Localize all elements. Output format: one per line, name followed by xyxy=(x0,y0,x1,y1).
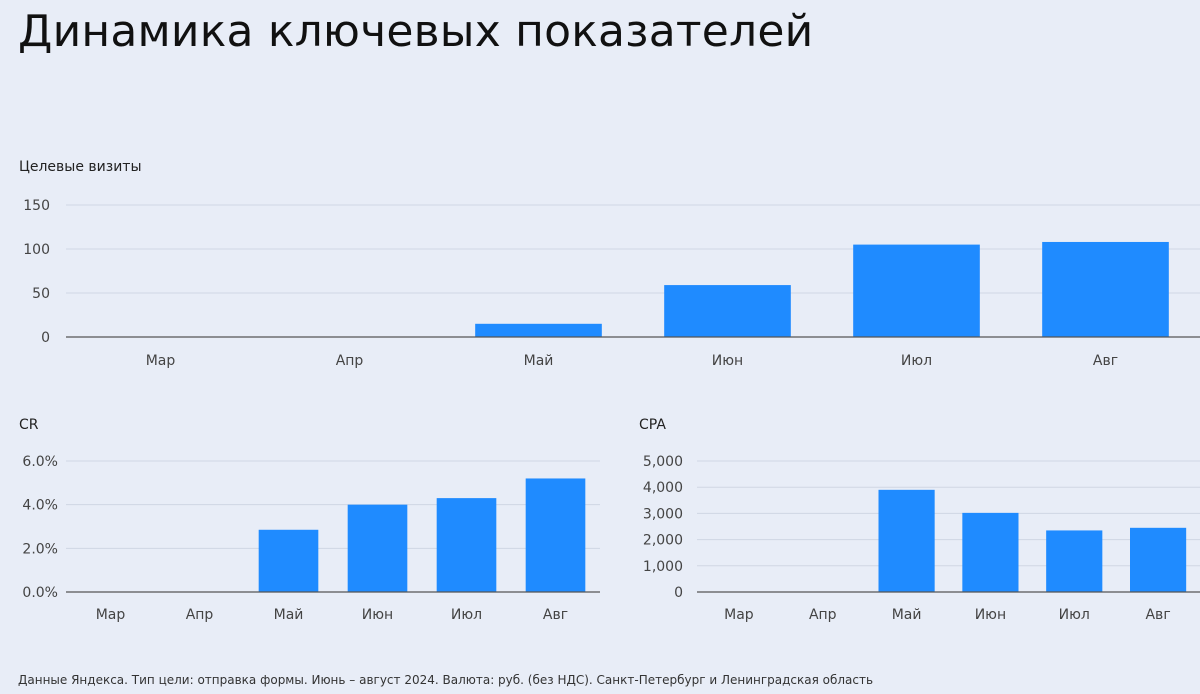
cpa-y-tick-label: 3,000 xyxy=(643,506,683,522)
footnote: Данные Яндекса. Тип цели: отправка формы… xyxy=(18,673,874,687)
cr-y-tick-label: 4.0% xyxy=(22,498,58,514)
chart-target-visits-svg: 0 50 100 150 Мар Апр Май Июн Июл Авг xyxy=(23,198,1200,369)
cr-x-tick-label: Июл xyxy=(451,607,482,623)
cpa-bar xyxy=(1129,527,1187,592)
visits-y-tick-label: 150 xyxy=(23,198,50,214)
cr-bar xyxy=(436,498,497,592)
cr-y-tick-label: 2.0% xyxy=(22,541,58,557)
cpa-x-tick-label: Май xyxy=(892,607,922,623)
cpa-x-tick-label: Авг xyxy=(1145,607,1170,623)
visits-x-tick-label: Июл xyxy=(901,353,932,369)
cr-y-tick-label: 0.0% xyxy=(22,585,58,601)
cpa-y-tick-label: 1,000 xyxy=(643,559,683,575)
cpa-x-tick-label: Апр xyxy=(809,607,837,623)
chart-target-visits: Целевые визиты 0 50 100 150 Мар Апр Май Июн Июл А… xyxy=(0,150,1200,380)
cr-x-tick-label: Май xyxy=(274,607,304,623)
chart-cr: CR 0.0% 2.0% 4.0% 6.0% Мар Апр Май Июн Июл Авг xyxy=(0,408,610,638)
cr-y-tick-label: 6.0% xyxy=(22,454,58,470)
page-title: Динамика ключевых показателей xyxy=(18,6,814,57)
visits-x-tick-label: Май xyxy=(524,353,554,369)
cr-x-tick-label: Авг xyxy=(543,607,568,623)
cpa-x-tick-label: Июн xyxy=(975,607,1006,623)
cpa-bar xyxy=(878,489,935,592)
cpa-bar xyxy=(1046,530,1103,592)
visits-y-tick-label: 100 xyxy=(23,242,50,258)
chart-title-cr: CR xyxy=(19,417,39,433)
visits-bar xyxy=(853,244,980,337)
visits-bar xyxy=(1042,241,1169,337)
visits-bar xyxy=(475,323,602,337)
visits-x-tick-label: Июн xyxy=(712,353,743,369)
cpa-x-tick-label: Июл xyxy=(1059,607,1090,623)
cpa-y-tick-label: 5,000 xyxy=(643,454,683,470)
visits-x-tick-label: Апр xyxy=(336,353,364,369)
cr-x-tick-label: Мар xyxy=(96,607,126,623)
cpa-y-tick-label: 2,000 xyxy=(643,533,683,549)
cpa-y-tick-label: 4,000 xyxy=(643,480,683,496)
cr-bar xyxy=(347,504,408,592)
chart-title-cpa: CPA xyxy=(639,417,666,433)
cpa-x-tick-label: Мар xyxy=(724,607,754,623)
chart-cr-svg: 0.0% 2.0% 4.0% 6.0% Мар Апр Май Июн Июл Авг xyxy=(22,454,600,623)
cr-bar xyxy=(525,478,586,592)
chart-cpa: CPA 0 1,000 2,000 3,000 4,000 5,000 Мар Апр Май И… xyxy=(620,408,1200,638)
cr-x-tick-label: Июн xyxy=(362,607,393,623)
cr-bar xyxy=(258,529,319,592)
visits-x-tick-label: Авг xyxy=(1093,353,1118,369)
cpa-bar xyxy=(962,512,1019,592)
cpa-y-tick-label: 0 xyxy=(674,585,683,601)
visits-x-tick-label: Мар xyxy=(146,353,176,369)
cr-x-tick-label: Апр xyxy=(186,607,214,623)
visits-y-tick-label: 0 xyxy=(41,330,50,346)
visits-bar xyxy=(664,285,791,337)
visits-y-tick-label: 50 xyxy=(32,286,50,302)
chart-title-target-visits: Целевые визиты xyxy=(19,159,142,175)
chart-cpa-svg: 0 1,000 2,000 3,000 4,000 5,000 Мар Апр Май Июн Ию… xyxy=(643,454,1200,623)
